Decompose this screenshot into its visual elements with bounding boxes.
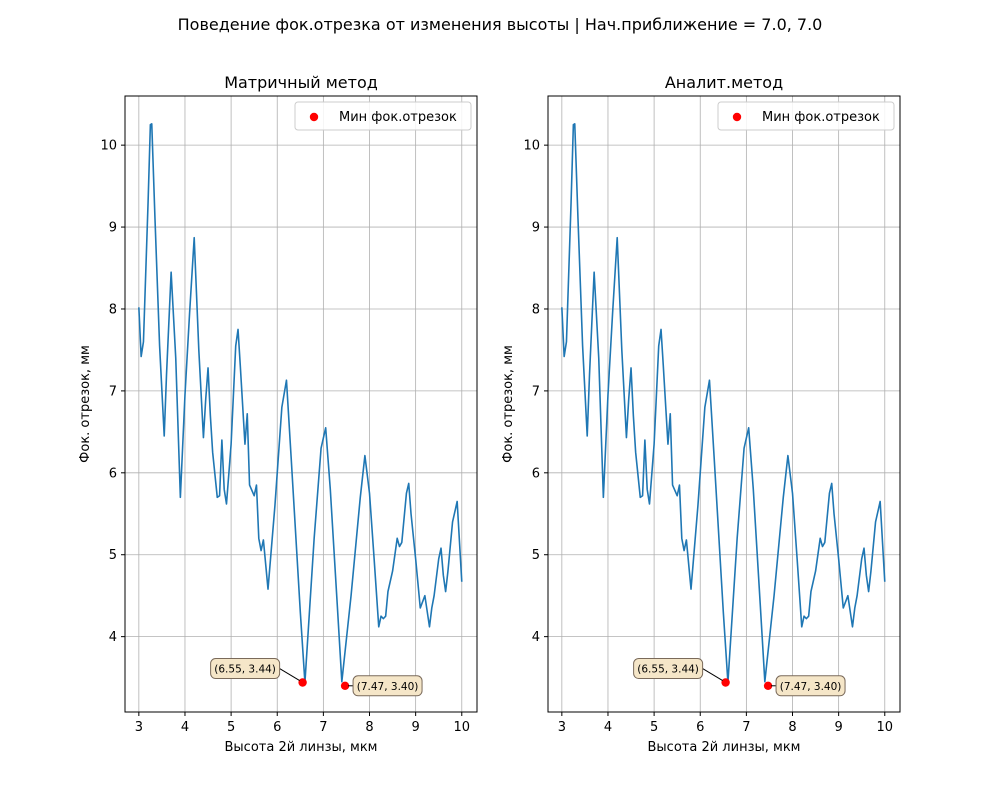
y-tick-label: 10 xyxy=(523,139,540,154)
legend-marker xyxy=(732,112,742,122)
legend-box xyxy=(717,101,895,131)
x-tick-label: 10 xyxy=(877,720,894,735)
minimum-point xyxy=(763,681,773,690)
legend: Мин фок.отрезок xyxy=(717,101,895,131)
legend-marker xyxy=(309,112,319,122)
legend-entry: Мин фок.отрезок xyxy=(762,110,880,125)
minimum-point xyxy=(721,678,730,687)
x-tick-label: 6 xyxy=(696,720,704,735)
y-axis-label: Фок. отрезок, мм xyxy=(501,345,516,463)
y-tick-label: 4 xyxy=(532,630,540,645)
legend: Мин фок.отрезок xyxy=(294,101,472,131)
x-tick-label: 9 xyxy=(835,720,843,735)
annotation-box xyxy=(210,658,281,680)
minimum-annotation: (7.47, 3.40) xyxy=(771,675,846,697)
y-tick-label: 8 xyxy=(109,302,117,317)
annotation-label: (7.47, 3.40) xyxy=(780,681,842,693)
y-axis-label: Фок. отрезок, мм xyxy=(78,345,93,463)
y-tick-label: 6 xyxy=(532,466,540,481)
minimum-point xyxy=(298,678,307,687)
chart-title: Матричный метод xyxy=(224,73,378,92)
annotation-label: (6.55, 3.44) xyxy=(214,664,276,676)
figure-suptitle: Поведение фок.отрезка от изменения высот… xyxy=(178,15,823,34)
series-line xyxy=(561,123,886,684)
x-tick-label: 4 xyxy=(181,720,189,735)
y-tick-label: 8 xyxy=(532,302,540,317)
x-tick-label: 3 xyxy=(135,720,143,735)
axes-frame xyxy=(124,95,478,713)
x-tick-label: 10 xyxy=(454,720,471,735)
chart-panel-2: (6.55, 3.44) (7.47, 3.40) 3 4 5 6 7 8 9 10 4 5 6 7 8 9 1… xyxy=(501,73,901,755)
y-tick-label: 6 xyxy=(109,466,117,481)
minimum-point xyxy=(340,681,350,690)
x-tick-label: 7 xyxy=(319,720,327,735)
x-tick-label: 8 xyxy=(788,720,796,735)
minimum-annotation: (6.55, 3.44) xyxy=(633,658,723,681)
x-tick-label: 8 xyxy=(365,720,373,735)
annotation-box xyxy=(633,658,704,680)
annotation-box xyxy=(775,675,846,697)
x-tick-label: 9 xyxy=(412,720,420,735)
series-line xyxy=(138,123,463,684)
annotation-label: (6.55, 3.44) xyxy=(637,664,699,676)
legend-entry: Мин фок.отрезок xyxy=(339,110,457,125)
y-tick-label: 7 xyxy=(532,384,540,399)
chart-title: Аналит.метод xyxy=(665,73,783,92)
y-tick-label: 9 xyxy=(532,221,540,236)
legend-box xyxy=(294,101,472,131)
x-tick-label: 6 xyxy=(273,720,281,735)
x-tick-label: 5 xyxy=(650,720,658,735)
annotation-arrow xyxy=(279,668,300,681)
x-tick-label: 7 xyxy=(742,720,750,735)
annotation-arrow xyxy=(702,668,723,681)
y-tick-label: 10 xyxy=(100,139,117,154)
x-tick-label: 3 xyxy=(558,720,566,735)
minimum-annotation: (7.47, 3.40) xyxy=(348,675,423,697)
charts-container: (6.55, 3.44) (7.47, 3.40) 3 4 5 6 7 8 9 10 4 5 6 7 8 9 1… xyxy=(78,73,901,755)
minimum-annotation: (6.55, 3.44) xyxy=(210,658,300,681)
y-tick-label: 4 xyxy=(109,630,117,645)
x-tick-label: 4 xyxy=(604,720,612,735)
axes-frame xyxy=(547,95,901,713)
x-axis-label: Высота 2й линзы, мкм xyxy=(225,740,378,755)
annotation-label: (7.47, 3.40) xyxy=(357,681,419,693)
y-tick-label: 5 xyxy=(532,548,540,563)
chart-panel-1: (6.55, 3.44) (7.47, 3.40) 3 4 5 6 7 8 9 10 4 5 6 7 8 9 1… xyxy=(78,73,478,755)
x-axis-label: Высота 2й линзы, мкм xyxy=(648,740,801,755)
x-tick-label: 5 xyxy=(227,720,235,735)
annotation-box xyxy=(352,675,423,697)
y-tick-label: 5 xyxy=(109,548,117,563)
y-tick-label: 7 xyxy=(109,384,117,399)
y-tick-label: 9 xyxy=(109,221,117,236)
